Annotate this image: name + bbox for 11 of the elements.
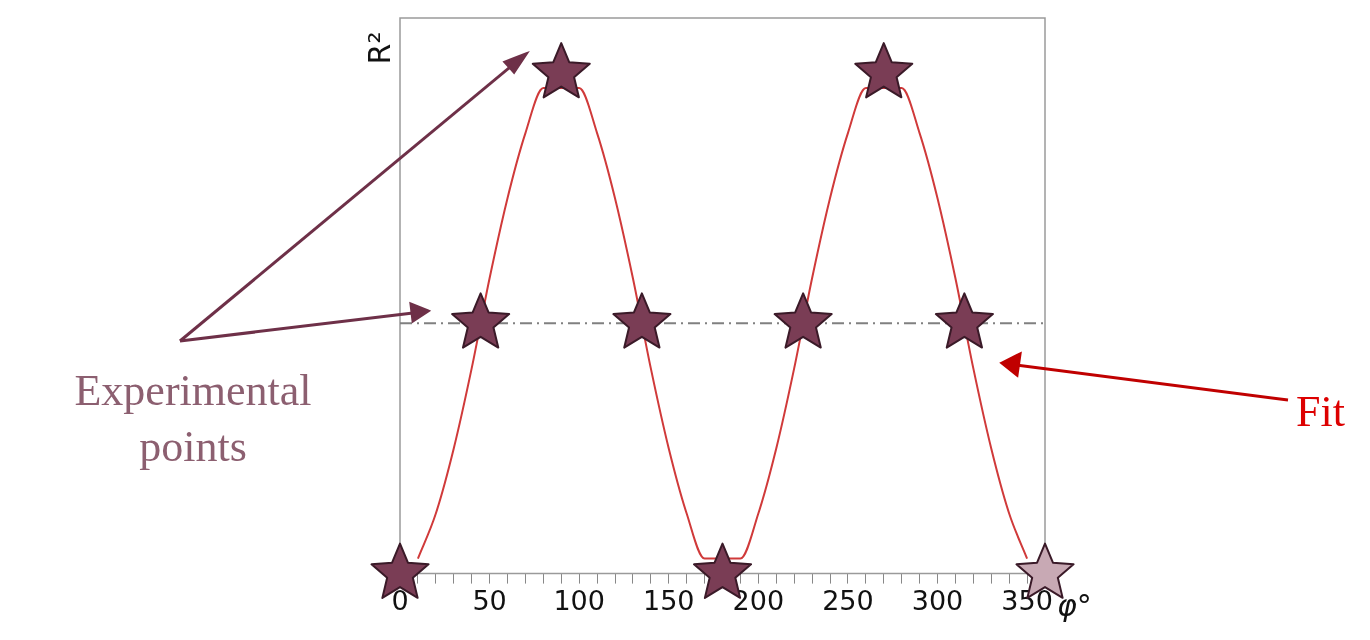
text: Experimental points	[73, 365, 313, 473]
x-tick-label: 300	[911, 584, 964, 616]
text: Fit	[1296, 386, 1345, 437]
x-tick-label: 50	[472, 584, 507, 616]
x-tick-label: 150	[642, 584, 695, 616]
x-axis-title: φ°	[1057, 588, 1092, 624]
x-tick-label: 200	[732, 584, 785, 616]
x-tick-label: 100	[553, 584, 605, 616]
x-tick-label: 0	[391, 584, 409, 616]
x-tick-label: 250	[822, 584, 874, 616]
x-tick-label: 350	[1001, 584, 1053, 616]
